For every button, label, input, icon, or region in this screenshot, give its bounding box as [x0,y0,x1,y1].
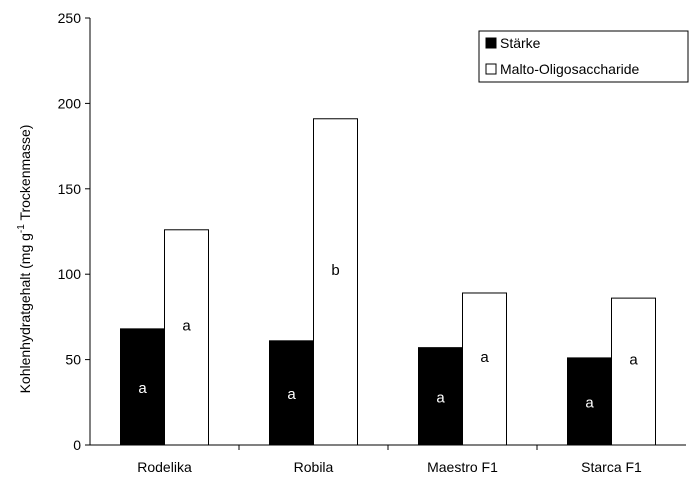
significance-letter: a [629,352,638,369]
y-tick-label: 100 [58,266,82,282]
x-tick-label: Robila [294,459,334,475]
x-tick-label: Rodelika [137,459,192,475]
significance-letter: b [331,262,339,279]
legend: Stärke Malto-Oligosaccharide [478,30,689,83]
bar-malto [462,292,507,446]
legend-swatch-starke [485,37,497,49]
significance-letter: a [138,380,147,397]
x-tick-label: Starca F1 [581,459,642,475]
bar-malto [611,297,656,446]
legend-label-malto: Malto-Oligosaccharide [500,61,639,77]
significance-letter: a [480,349,489,366]
bar-malto [313,118,358,446]
y-tick-label: 0 [73,437,81,453]
y-tick-label: 200 [58,95,82,111]
y-tick-label: 250 [58,10,82,26]
bar-starke [120,328,165,446]
legend-box [478,30,689,83]
plot-area: a a a b a a a a [120,118,656,446]
bar-malto [164,229,209,446]
significance-letter: a [585,394,594,411]
y-axis-label: Kohlenhydratgehalt (mg g-1 Trockenmasse) [16,125,33,394]
significance-letter: a [287,386,296,403]
significance-letter: a [436,389,445,406]
legend-swatch-malto [485,63,497,75]
x-axis: Rodelika Robila Maestro F1 Starca F1 [90,444,686,475]
bar-starke [269,340,314,446]
y-axis: 0 50 100 150 200 250 [58,10,91,453]
y-tick-label: 50 [65,352,81,368]
legend-label-starke: Stärke [500,35,541,51]
x-tick-label: Maestro F1 [427,459,498,475]
significance-letter: a [182,317,191,334]
y-tick-label: 150 [58,181,82,197]
bar-starke [418,347,463,446]
